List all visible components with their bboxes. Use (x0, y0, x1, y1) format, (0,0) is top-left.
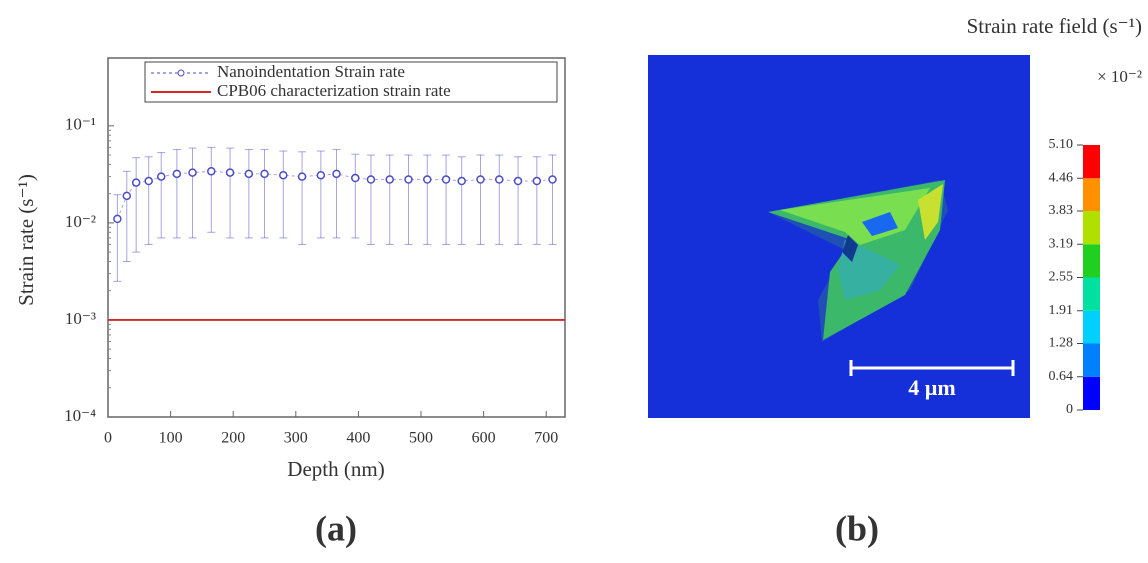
x-tick-label: 600 (472, 430, 496, 447)
data-point (515, 178, 522, 185)
data-point (261, 170, 268, 177)
scale-bar-label: 4 µm (908, 375, 956, 400)
colorbar-tick-label: 4.46 (1049, 170, 1074, 185)
colorbar-band (1083, 145, 1100, 178)
data-point (333, 170, 340, 177)
data-point (352, 175, 359, 182)
colorbar-tick-label: 1.91 (1049, 303, 1074, 318)
data-point (496, 176, 503, 183)
data-point (145, 178, 152, 185)
data-point (133, 179, 140, 186)
figure: Depth (nm) Strain rate (s⁻¹) (a) 4 µm St… (0, 0, 1148, 558)
colorbar-band (1083, 278, 1100, 311)
colorbar-tick-label: 5.10 (1049, 137, 1074, 152)
data-point (317, 172, 324, 179)
data-point (189, 169, 196, 176)
panel-label: (a) (315, 508, 357, 548)
legend-swatch (178, 70, 184, 76)
y-axis-label: Strain rate (s⁻¹) (14, 174, 38, 306)
data-point (173, 170, 180, 177)
x-tick-label: 200 (221, 430, 245, 447)
colorbar-band (1083, 178, 1100, 211)
data-point (299, 173, 306, 180)
data-point (245, 170, 252, 177)
colorbar-band (1083, 311, 1100, 344)
panel-label: (b) (835, 508, 879, 548)
data-point (477, 176, 484, 183)
colorbar-band (1083, 343, 1100, 376)
series-line (117, 171, 552, 219)
y-tick-label: 10⁻⁴ (64, 406, 96, 425)
data-point (158, 173, 165, 180)
colorbar-title: Strain rate field (s⁻¹) (967, 14, 1142, 38)
data-point (227, 169, 234, 176)
colorbar-band (1083, 211, 1100, 244)
x-axis-label: Depth (nm) (287, 457, 384, 481)
colorbar-tick-label: 3.83 (1049, 203, 1074, 218)
x-tick-label: 700 (534, 430, 558, 447)
x-tick-label: 0 (104, 430, 112, 447)
data-point (549, 176, 556, 183)
data-point (405, 176, 412, 183)
colorbar-tick-label: 1.28 (1049, 336, 1074, 351)
data-point (424, 176, 431, 183)
colorbar-band (1083, 244, 1100, 277)
y-tick-label: 10⁻¹ (65, 115, 96, 134)
data-point (367, 176, 374, 183)
data-point (386, 176, 393, 183)
data-point (208, 168, 215, 175)
x-tick-label: 500 (409, 430, 433, 447)
data-point (280, 172, 287, 179)
y-tick-label: 10⁻² (65, 212, 96, 231)
colorbar-tick-label: 3.19 (1049, 236, 1074, 251)
data-point (458, 178, 465, 185)
x-tick-label: 300 (284, 430, 308, 447)
colorbar-tick-label: 2.55 (1049, 270, 1074, 285)
data-point (443, 176, 450, 183)
colorbar-tick-label: 0 (1066, 402, 1073, 417)
data-point (123, 192, 130, 199)
colorbar-band (1083, 377, 1100, 410)
data-point (533, 178, 540, 185)
data-point (114, 215, 121, 222)
legend-label: CPB06 characterization strain rate (217, 81, 451, 100)
x-tick-label: 100 (159, 430, 183, 447)
y-tick-label: 10⁻³ (65, 309, 96, 328)
colorbar-multiplier: × 10⁻² (1097, 67, 1142, 86)
colorbar-tick-label: 0.64 (1049, 369, 1074, 384)
legend-label: Nanoindentation Strain rate (217, 62, 405, 81)
x-tick-label: 400 (346, 430, 370, 447)
